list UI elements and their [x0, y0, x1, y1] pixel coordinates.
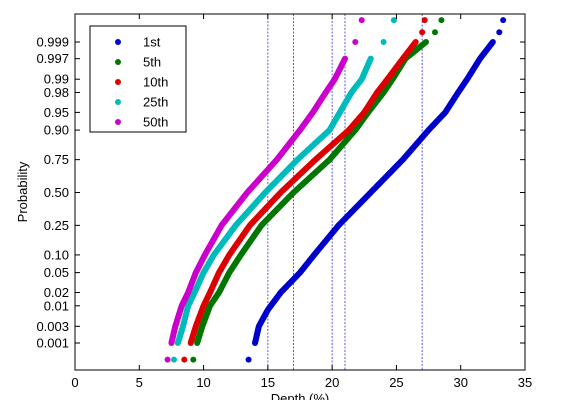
- y-tick-label: 0.50: [44, 185, 69, 200]
- x-tick-label: 35: [518, 375, 532, 390]
- series-50th: [164, 17, 365, 363]
- data-point: [390, 17, 397, 24]
- legend-label: 1st: [143, 35, 161, 50]
- data-point: [171, 356, 177, 363]
- legend-label: 10th: [143, 75, 168, 90]
- data-point: [421, 17, 428, 24]
- x-tick-label: 10: [196, 375, 210, 390]
- data-point: [438, 17, 445, 24]
- series-25th: [171, 17, 397, 363]
- data-point: [245, 356, 252, 363]
- y-tick-label: 0.997: [36, 51, 69, 66]
- y-tick-label: 0.90: [44, 123, 69, 138]
- data-point: [419, 29, 426, 36]
- legend-marker: [115, 99, 121, 105]
- data-point: [352, 39, 359, 45]
- y-tick-label: 0.003: [36, 319, 69, 334]
- y-tick-label: 0.999: [36, 35, 69, 50]
- legend-marker: [115, 79, 121, 85]
- x-tick-label: 20: [325, 375, 339, 390]
- data-point: [342, 55, 348, 62]
- legend: 1st 5th 10th 25th 50th: [89, 25, 187, 133]
- data-point: [496, 29, 503, 36]
- x-axis: 0 5 10 15 20 25 30 35: [71, 14, 532, 390]
- x-tick-label: 25: [389, 375, 403, 390]
- y-axis: 0.001 0.003 0.010.02 0.05 0.10 0.25 0.50 0.75 0.…: [36, 35, 525, 351]
- data-point: [412, 39, 419, 45]
- series-layer: [164, 17, 507, 363]
- y-tick-label: 0.01: [44, 298, 69, 313]
- x-tick-label: 30: [453, 375, 467, 390]
- data-point: [489, 39, 496, 45]
- legend-marker: [115, 39, 121, 45]
- legend-label: 5th: [143, 55, 161, 70]
- y-tick-label: 0.99: [44, 72, 69, 87]
- data-point: [358, 17, 365, 24]
- x-tick-label: 0: [71, 375, 78, 390]
- data-point: [500, 17, 507, 24]
- y-tick-label: 0.25: [44, 218, 69, 233]
- data-point: [181, 356, 188, 363]
- y-tick-label: 0.02: [44, 285, 69, 300]
- x-tick-label: 15: [261, 375, 275, 390]
- x-axis-title: Depth (%): [271, 391, 330, 400]
- y-tick-label: 0.95: [44, 105, 69, 120]
- legend-marker: [115, 119, 121, 125]
- legend-marker: [115, 59, 121, 65]
- series-5th: [190, 17, 445, 363]
- y-tick-label: 0.001: [36, 336, 69, 351]
- y-tick-label: 0.05: [44, 265, 69, 280]
- x-tick-label: 5: [136, 375, 143, 390]
- data-point: [432, 29, 438, 36]
- legend-label: 25th: [143, 95, 168, 110]
- series-10th: [181, 17, 428, 363]
- series-1st: [245, 17, 507, 363]
- data-point: [423, 39, 429, 45]
- y-tick-label: 0.10: [44, 247, 69, 262]
- y-axis-title: Probability: [15, 161, 30, 222]
- legend-box: [89, 25, 187, 133]
- data-point: [380, 39, 387, 45]
- data-point: [367, 55, 374, 62]
- data-point: [190, 356, 197, 363]
- data-point: [164, 356, 171, 363]
- legend-label: 50th: [143, 115, 168, 130]
- y-tick-label: 0.75: [44, 152, 69, 167]
- y-tick-label: 0.98: [44, 85, 69, 100]
